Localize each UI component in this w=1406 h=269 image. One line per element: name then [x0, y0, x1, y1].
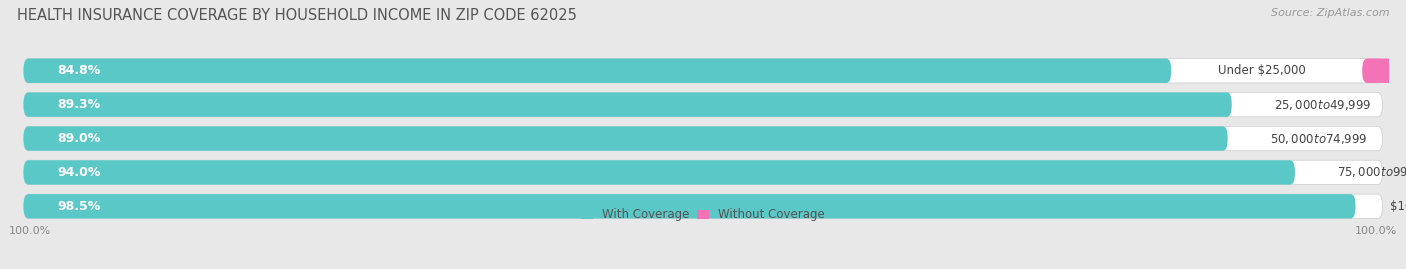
FancyBboxPatch shape — [24, 126, 1227, 151]
FancyBboxPatch shape — [24, 126, 1382, 151]
Text: 94.0%: 94.0% — [58, 166, 101, 179]
Text: Source: ZipAtlas.com: Source: ZipAtlas.com — [1271, 8, 1389, 18]
Text: $25,000 to $49,999: $25,000 to $49,999 — [1274, 98, 1371, 112]
Text: $100,000 and over: $100,000 and over — [1391, 200, 1406, 213]
FancyBboxPatch shape — [24, 160, 1295, 185]
FancyBboxPatch shape — [24, 194, 1382, 218]
Text: $50,000 to $74,999: $50,000 to $74,999 — [1270, 132, 1367, 146]
FancyBboxPatch shape — [24, 93, 1382, 117]
FancyBboxPatch shape — [24, 194, 1355, 218]
Legend: With Coverage, Without Coverage: With Coverage, Without Coverage — [576, 203, 830, 226]
FancyBboxPatch shape — [24, 160, 1382, 185]
FancyBboxPatch shape — [24, 93, 1232, 117]
FancyBboxPatch shape — [1362, 59, 1406, 83]
Text: $75,000 to $99,999: $75,000 to $99,999 — [1337, 165, 1406, 179]
Text: HEALTH INSURANCE COVERAGE BY HOUSEHOLD INCOME IN ZIP CODE 62025: HEALTH INSURANCE COVERAGE BY HOUSEHOLD I… — [17, 8, 576, 23]
Text: Under $25,000: Under $25,000 — [1218, 64, 1306, 77]
Text: 89.0%: 89.0% — [58, 132, 100, 145]
FancyBboxPatch shape — [24, 59, 1171, 83]
Text: 89.3%: 89.3% — [58, 98, 100, 111]
Text: 98.5%: 98.5% — [58, 200, 100, 213]
FancyBboxPatch shape — [24, 59, 1382, 83]
Text: 84.8%: 84.8% — [58, 64, 100, 77]
